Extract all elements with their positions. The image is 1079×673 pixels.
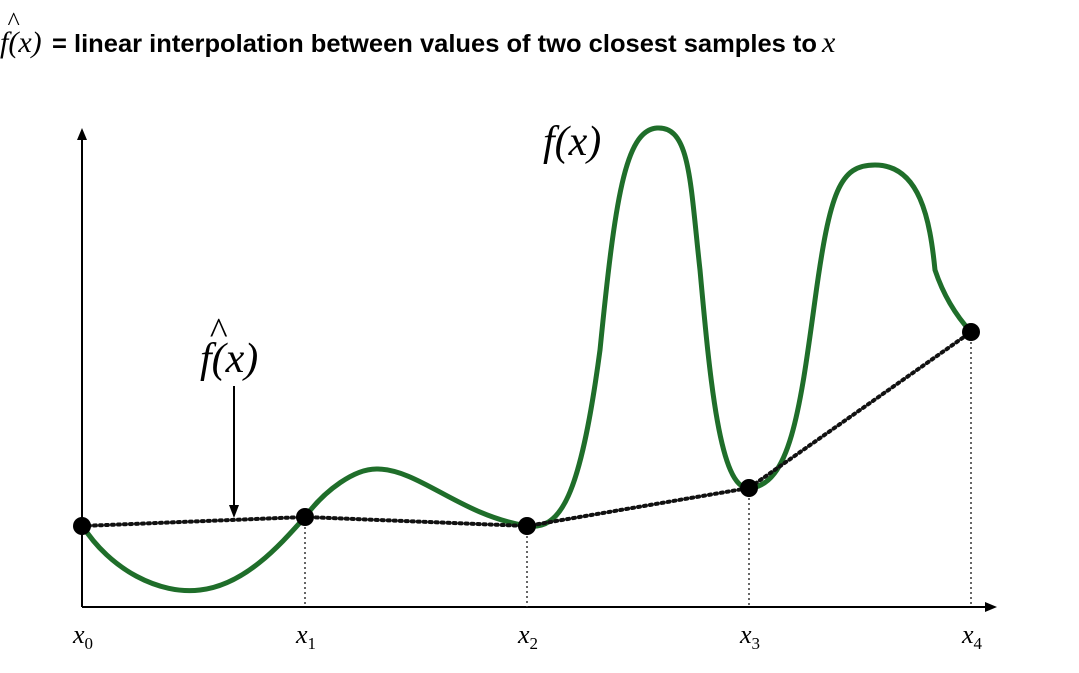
tick-label-base: x (739, 620, 752, 649)
sample-point-x3 (740, 479, 758, 497)
sample-point-x0 (73, 517, 91, 535)
tick-label-subscript: 1 (308, 634, 317, 653)
sample-point-x4 (962, 323, 980, 341)
tick-label-base: x (72, 620, 85, 649)
tick-label-x0: x0 (72, 620, 93, 653)
title-text: = linear interpolation between values of… (52, 30, 817, 58)
sample-points (73, 323, 980, 535)
tick-label-x1: x1 (295, 620, 316, 653)
tick-label-base: x (961, 620, 974, 649)
function-curve (79, 125, 974, 594)
diagram-title: ^ f(x) = linear interpolation between va… (0, 7, 836, 59)
interpolant-annotation: ^ f(x) (200, 311, 258, 518)
interpolant-label: f(x) (200, 336, 258, 382)
title-variable: x (821, 26, 836, 59)
y-axis-arrowhead (77, 128, 87, 140)
tick-label-subscript: 0 (85, 634, 94, 653)
interpolant-arrowhead (229, 505, 239, 518)
tick-label-x3: x3 (739, 620, 760, 653)
title-function: f(x) (0, 26, 42, 59)
tick-label-subscript: 4 (974, 634, 983, 653)
tick-label-base: x (295, 620, 308, 649)
sample-point-x1 (296, 508, 314, 526)
title-hat: ^ (7, 7, 20, 36)
tick-label-x2: x2 (517, 620, 538, 653)
sample-point-x2 (518, 517, 536, 535)
tick-label-subscript: 3 (752, 634, 761, 653)
tick-label-x4: x4 (961, 620, 983, 653)
function-label: f(x) (543, 119, 601, 165)
sample-guides (304, 332, 972, 607)
tick-label-subscript: 2 (530, 634, 539, 653)
interpolant-hat: ^ (209, 311, 228, 353)
tick-label-base: x (517, 620, 530, 649)
x-axis-arrowhead (985, 602, 997, 612)
tick-labels: x0 x1 x2 x3 x4 (72, 620, 983, 653)
